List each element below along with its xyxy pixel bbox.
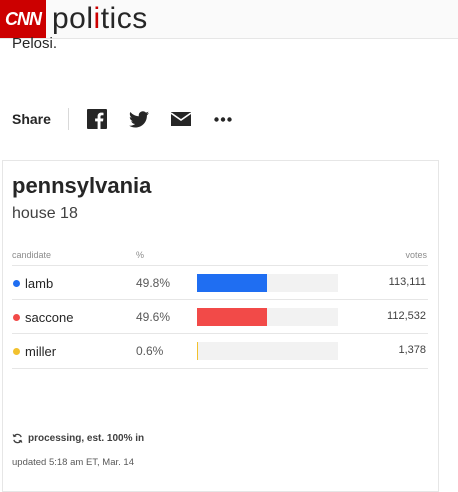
vote-share-fill bbox=[197, 342, 198, 360]
candidate-color-dot bbox=[13, 314, 20, 321]
more-icon[interactable] bbox=[211, 107, 235, 131]
section-title[interactable]: politics bbox=[52, 2, 148, 36]
candidate-name: lamb bbox=[25, 276, 54, 291]
vote-share-bar bbox=[197, 308, 338, 326]
race-name: house 18 bbox=[12, 205, 78, 222]
state-name: pennsylvania bbox=[12, 173, 152, 198]
site-header: CNN politics bbox=[0, 0, 458, 39]
candidate-row: saccone 49.6% 112,532 bbox=[12, 299, 428, 334]
column-header-candidate: candidate bbox=[12, 250, 52, 260]
candidate-color-dot bbox=[13, 348, 20, 355]
candidate-votes: 112,532 bbox=[387, 310, 426, 322]
article-text-fragment: Pelosi. bbox=[12, 35, 58, 52]
election-results-card: pennsylvania house 18 candidate % votes … bbox=[2, 160, 439, 492]
status-text: processing, est. 100% in bbox=[28, 433, 145, 444]
email-icon[interactable] bbox=[169, 107, 193, 131]
candidate-percent: 0.6% bbox=[136, 344, 164, 358]
section-title-accent: i bbox=[93, 2, 101, 35]
share-divider bbox=[67, 108, 69, 130]
vote-share-fill bbox=[197, 274, 268, 292]
vote-share-bar bbox=[197, 342, 338, 360]
candidate-row: lamb 49.8% 113,111 bbox=[12, 265, 428, 300]
candidate-name: miller bbox=[25, 344, 57, 359]
vote-share-bar bbox=[197, 274, 338, 292]
twitter-icon[interactable] bbox=[127, 107, 151, 131]
facebook-icon[interactable] bbox=[85, 107, 109, 131]
updated-timestamp: updated 5:18 am ET, Mar. 14 bbox=[12, 457, 134, 468]
candidate-color-dot bbox=[13, 280, 20, 287]
refresh-icon bbox=[12, 433, 23, 444]
column-header-votes: votes bbox=[405, 250, 427, 260]
vote-share-fill bbox=[197, 308, 267, 326]
candidate-votes: 1,378 bbox=[398, 344, 426, 356]
share-bar: Share bbox=[12, 106, 253, 132]
share-label: Share bbox=[12, 111, 51, 127]
column-header-percent: % bbox=[136, 250, 145, 260]
results-status: processing, est. 100% in bbox=[12, 433, 144, 444]
section-title-part-1: pol bbox=[52, 2, 94, 35]
candidate-percent: 49.8% bbox=[136, 276, 171, 290]
candidate-row: miller 0.6% 1,378 bbox=[12, 333, 428, 369]
section-title-part-2: tics bbox=[100, 2, 148, 35]
candidate-percent: 49.6% bbox=[136, 310, 171, 324]
candidate-name: saccone bbox=[25, 310, 74, 325]
candidate-votes: 113,111 bbox=[388, 276, 426, 288]
cnn-logo[interactable]: CNN bbox=[0, 0, 46, 38]
